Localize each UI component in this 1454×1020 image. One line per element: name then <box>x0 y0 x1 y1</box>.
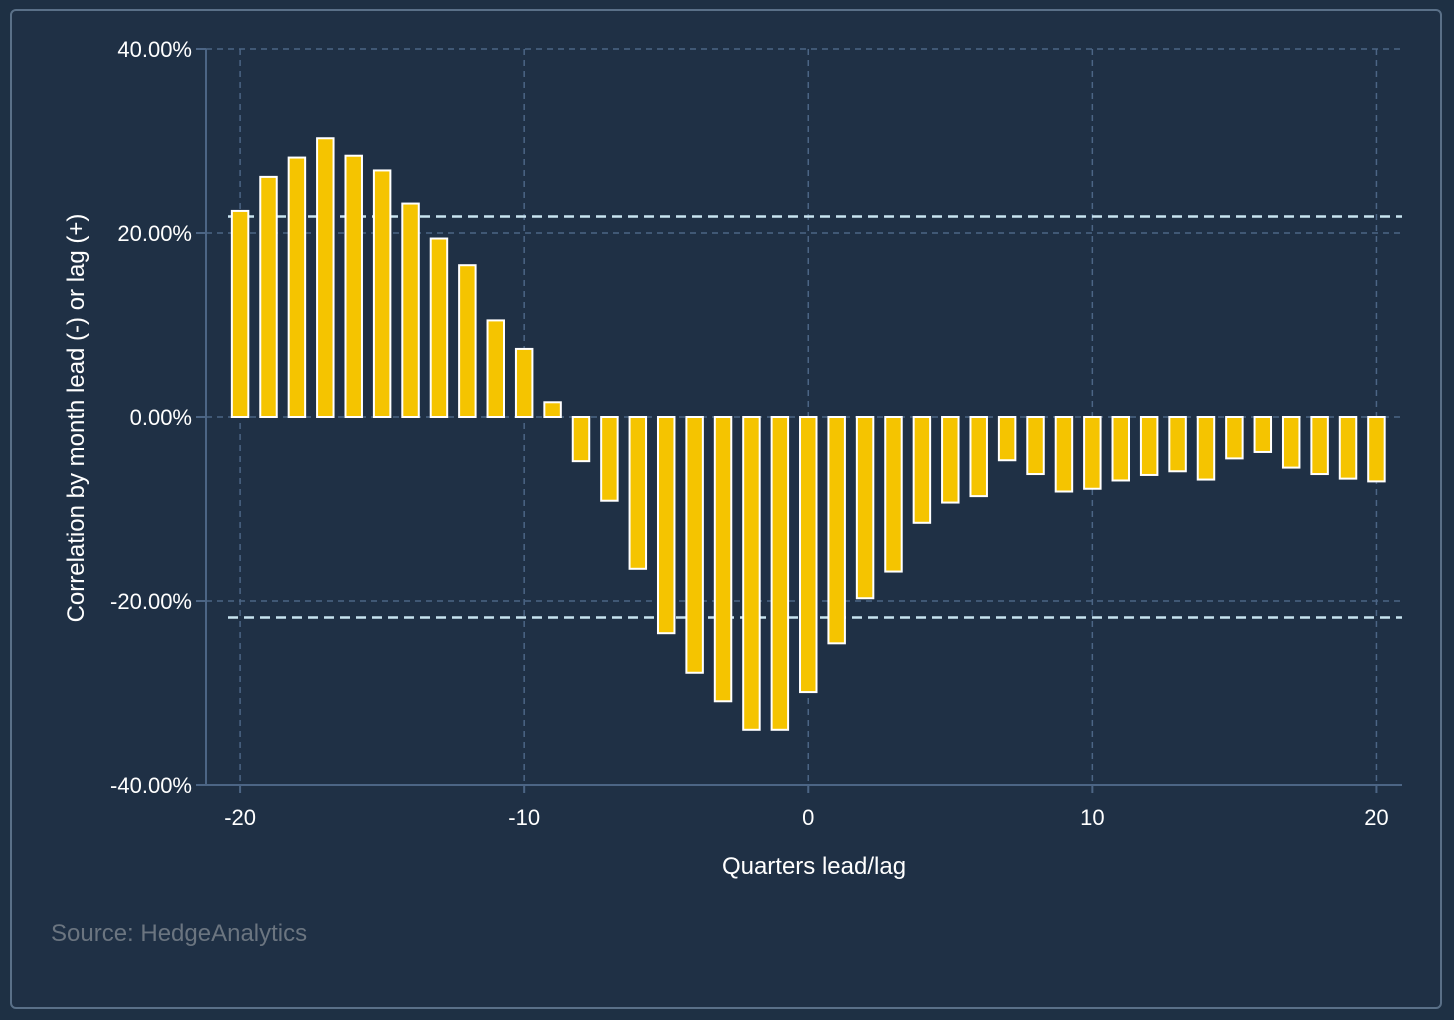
bar <box>458 264 477 419</box>
threshold-layer <box>228 215 1402 619</box>
bar <box>685 416 704 674</box>
bar <box>884 416 903 573</box>
bar <box>259 175 278 418</box>
y-tick-label: -40.00% <box>110 773 192 798</box>
bar <box>1367 416 1386 483</box>
bar <box>1054 416 1074 493</box>
x-tick-label: -10 <box>508 805 540 830</box>
bar <box>855 416 875 600</box>
bar <box>600 416 619 502</box>
bar <box>912 416 932 524</box>
bar <box>1196 416 1216 481</box>
bar-layer <box>230 137 1386 731</box>
axis-layer <box>196 48 1402 793</box>
x-tick-label: 20 <box>1364 805 1388 830</box>
bar <box>1168 416 1187 473</box>
bar <box>656 416 676 635</box>
bar <box>799 416 818 694</box>
bar <box>1225 416 1244 460</box>
bar <box>941 416 960 504</box>
bar <box>344 154 363 418</box>
bar <box>969 416 988 498</box>
bar <box>372 169 392 418</box>
bar <box>1281 416 1301 469</box>
source-note: Source: HedgeAnalytics <box>51 920 308 947</box>
x-tick-label: 0 <box>802 805 814 830</box>
bar <box>230 209 250 418</box>
bar <box>514 347 534 419</box>
y-tick-label: 0.00% <box>130 405 192 430</box>
y-tick-label: 40.00% <box>117 37 192 62</box>
bar <box>1083 416 1102 490</box>
bar <box>1026 416 1045 476</box>
bar <box>742 416 761 731</box>
bar <box>287 156 307 418</box>
x-tick-label: 10 <box>1080 805 1104 830</box>
bar <box>628 416 648 570</box>
x-axis-title: Quarters lead/lag <box>722 853 906 880</box>
x-tick-label: -20 <box>224 805 256 830</box>
bar <box>571 416 591 463</box>
bar <box>401 202 420 418</box>
bar <box>827 416 846 645</box>
tick-layer: 40.00% 20.00% 0.00% -20.00% -40.00% -20 -10 0 10… <box>110 37 1389 830</box>
y-axis-title: Correlation by month lead (-) or lag (+) <box>63 214 90 623</box>
bar <box>1338 416 1358 480</box>
y-tick-label: -20.00% <box>110 589 192 614</box>
bar <box>429 237 449 418</box>
bar <box>997 416 1017 462</box>
bar <box>316 137 335 419</box>
bar <box>770 416 790 731</box>
bar <box>1253 416 1273 453</box>
bar <box>1310 416 1329 476</box>
y-tick-label: 20.00% <box>117 221 192 246</box>
bar <box>1111 416 1130 482</box>
bar <box>486 319 506 418</box>
bar <box>1139 416 1159 476</box>
bar <box>713 416 733 703</box>
bar <box>543 401 562 418</box>
